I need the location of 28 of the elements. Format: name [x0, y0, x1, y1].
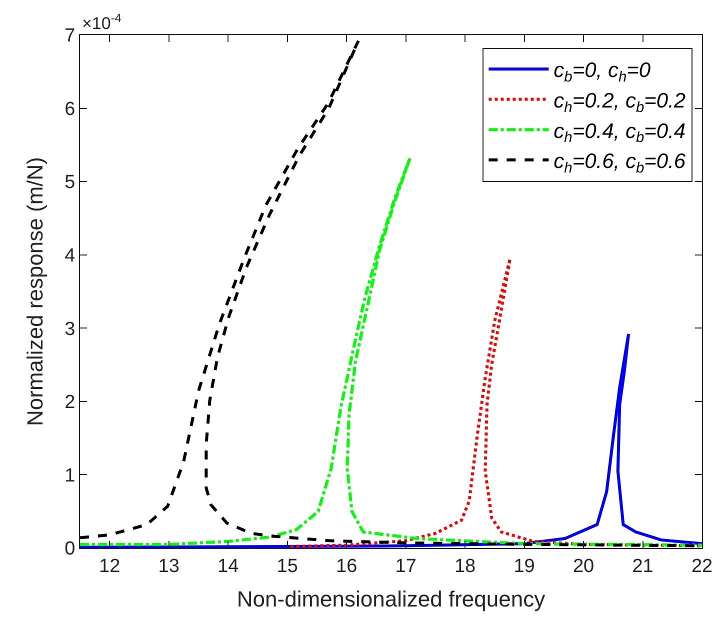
- x-tick-label: 13: [158, 556, 180, 577]
- legend-label: c$_{h}$=0.4, c$_{b}$=0.4: [554, 120, 686, 146]
- x-tick-label: 16: [336, 556, 358, 577]
- x-axis-title: Non-dimensionalized frequency: [236, 586, 546, 612]
- y-tick-label: 7: [64, 26, 76, 47]
- text: ×10$^{-4}$: [82, 11, 122, 34]
- legend-label: c$_{b}$=0, c$_{h}$=0: [554, 59, 651, 86]
- legend-label: c$_{h}$=0.2, c$_{b}$=0.2: [554, 89, 686, 116]
- x-tick-label: 18: [454, 556, 476, 577]
- legend-label: c$_{h}$=0.6, c$_{b}$=0.6: [554, 150, 686, 176]
- y-tick-label: 4: [64, 246, 76, 267]
- y-axis-title: Normalized response (m/N): [22, 157, 48, 426]
- x-tick-label: 20: [572, 556, 594, 577]
- x-tick-label: 12: [99, 556, 120, 577]
- line-series: [288, 257, 702, 548]
- y-tick-label: 1: [64, 465, 76, 486]
- x-tick-label: 21: [632, 556, 654, 577]
- y-tick-label: 3: [64, 318, 76, 340]
- line-series: [80, 332, 702, 548]
- x-tick-label: 19: [514, 556, 535, 577]
- x-tick-label: 15: [276, 556, 298, 577]
- y-tick-label: 0: [64, 538, 76, 560]
- x-tick-label: 17: [395, 556, 416, 577]
- y-tick-label: 6: [64, 98, 76, 120]
- y-tick-label: 2: [64, 392, 76, 414]
- x-tick-label: 22: [691, 556, 713, 577]
- y-tick-label: 5: [64, 172, 76, 194]
- x-tick-label: 14: [218, 556, 240, 577]
